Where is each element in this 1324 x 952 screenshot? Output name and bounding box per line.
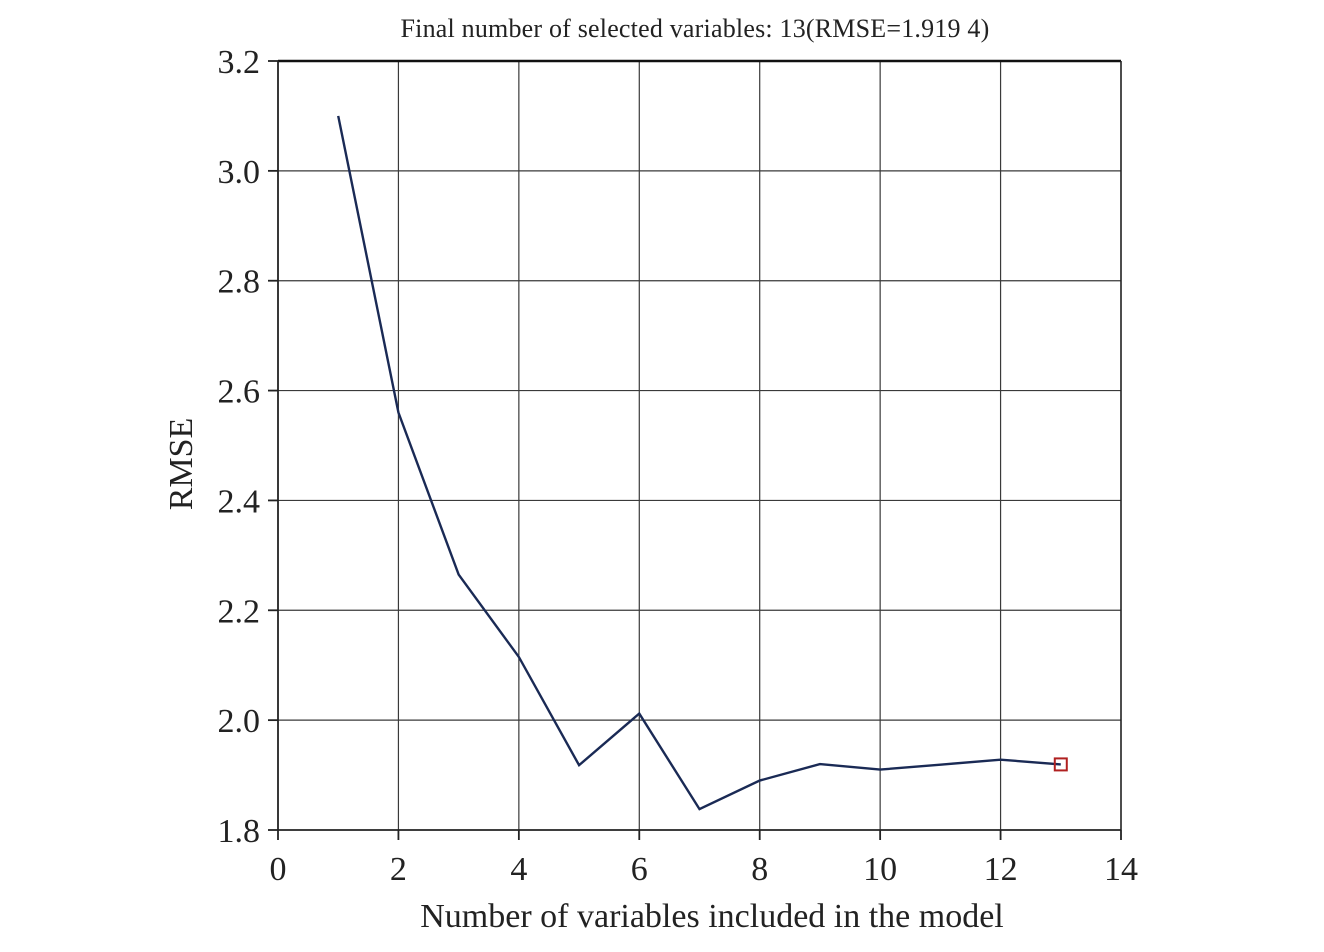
- y-tick-label: 2.4: [218, 483, 261, 520]
- series-line: [337, 115, 1061, 811]
- x-tick-label: 8: [751, 851, 768, 888]
- chart-title: Final number of selected variables: 13(R…: [400, 14, 990, 43]
- x-tick-label: 10: [863, 851, 897, 888]
- y-tick-label: 2.0: [218, 703, 261, 740]
- y-tick-label: 2.6: [218, 374, 261, 411]
- x-axis-label: Number of variables included in the mode…: [420, 898, 1004, 935]
- selected-point-marker: [1053, 757, 1068, 772]
- x-tick-label: 6: [631, 851, 648, 888]
- y-tick-label: 3.2: [218, 44, 261, 81]
- x-tick-label: 2: [390, 851, 407, 888]
- y-axis-label: RMSE: [163, 417, 200, 511]
- x-tick-label: 4: [510, 851, 527, 888]
- x-tick-label: 12: [984, 851, 1018, 888]
- y-tick-label: 3.0: [218, 154, 261, 191]
- y-tick-label: 2.2: [218, 593, 261, 630]
- y-tick-label: 1.8: [218, 813, 261, 850]
- x-tick-label: 0: [270, 851, 287, 888]
- y-tick-label: 2.8: [218, 264, 261, 301]
- x-tick-label: 14: [1104, 851, 1138, 888]
